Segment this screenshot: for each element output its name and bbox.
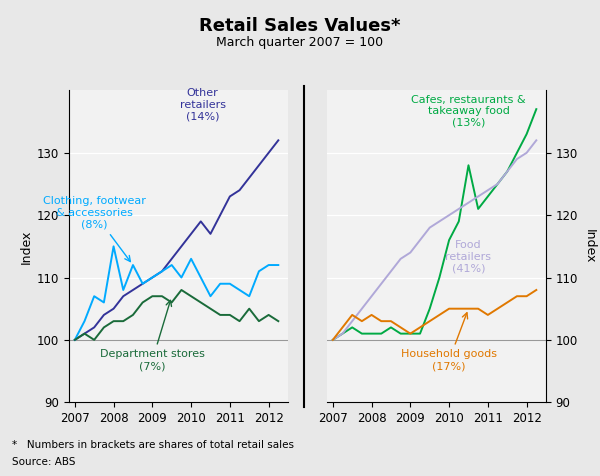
Text: March quarter 2007 = 100: March quarter 2007 = 100 <box>217 36 383 49</box>
Text: Clothing, footwear
& accessories
(8%): Clothing, footwear & accessories (8%) <box>43 197 146 262</box>
Text: Department stores
(7%): Department stores (7%) <box>100 300 205 371</box>
Y-axis label: Index: Index <box>20 229 33 264</box>
Text: Other
retailers
(14%): Other retailers (14%) <box>180 89 226 122</box>
Text: Household goods
(17%): Household goods (17%) <box>401 313 497 371</box>
Y-axis label: Index: Index <box>582 229 595 264</box>
Text: Source: ABS: Source: ABS <box>12 457 76 467</box>
Text: *   Numbers in brackets are shares of total retail sales: * Numbers in brackets are shares of tota… <box>12 440 294 450</box>
Text: Food
retailers
(41%): Food retailers (41%) <box>445 240 491 273</box>
Text: Retail Sales Values*: Retail Sales Values* <box>199 17 401 35</box>
Text: Cafes, restaurants &
takeaway food
(13%): Cafes, restaurants & takeaway food (13%) <box>411 95 526 128</box>
